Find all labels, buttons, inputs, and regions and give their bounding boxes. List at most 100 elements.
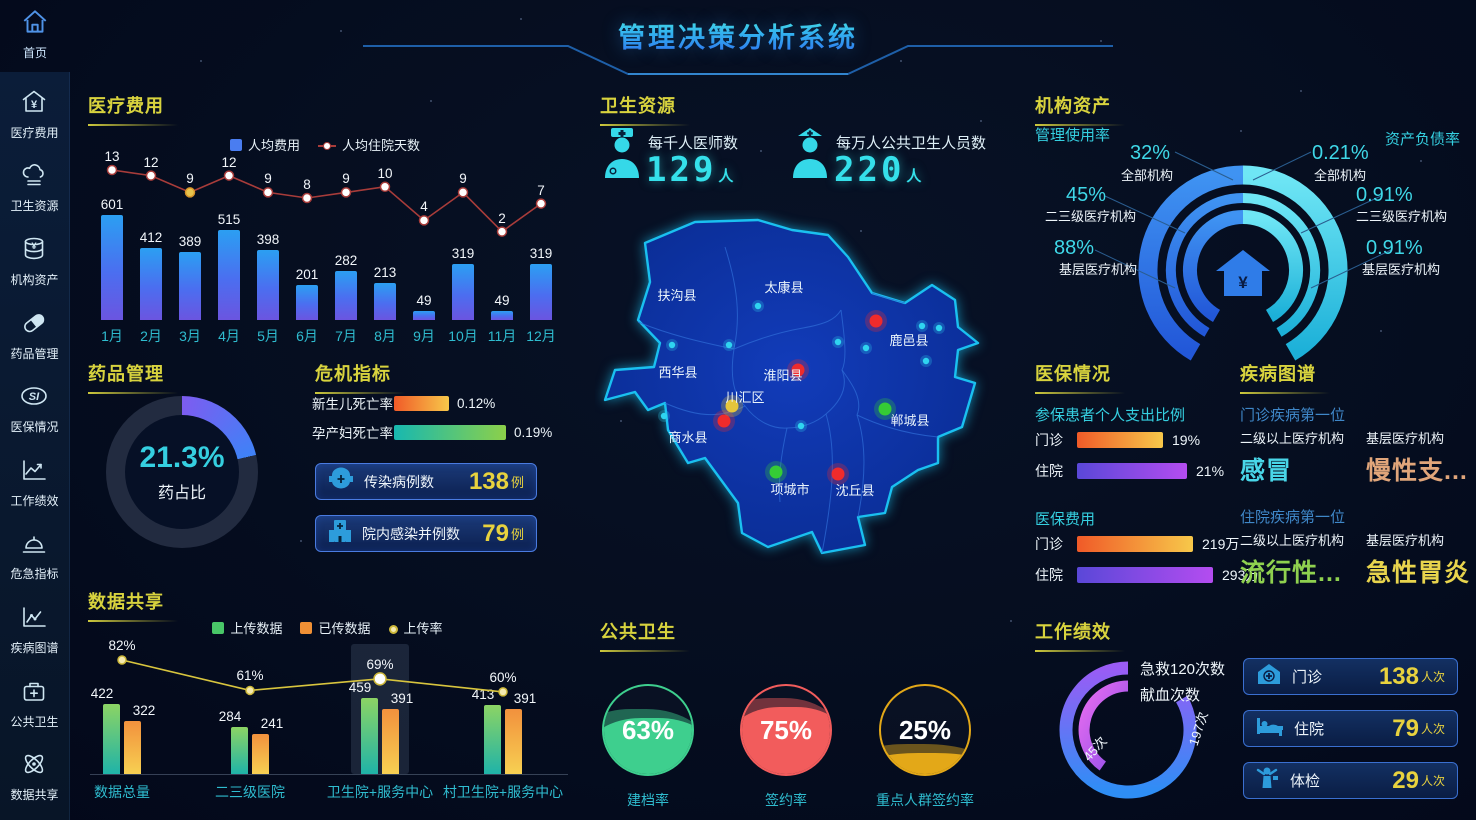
map-marker[interactable] xyxy=(791,363,805,377)
sidebar-item-1[interactable]: ¥ 医疗费用 xyxy=(10,89,59,141)
map-marker[interactable] xyxy=(878,402,892,416)
sent-bar xyxy=(124,720,141,774)
signal-dot xyxy=(862,344,870,352)
sidebar-item-2[interactable]: 卫生资源 xyxy=(10,162,59,214)
upload-bar xyxy=(361,697,378,774)
clinic-icon xyxy=(1256,662,1282,691)
legend-item-rate[interactable]: 上传率 xyxy=(388,618,443,637)
section-title-drug: 药品管理 xyxy=(88,360,164,394)
sidebar-item-3[interactable]: ¥ 机构资产 xyxy=(10,236,59,288)
ring-emergency xyxy=(1059,661,1197,799)
performance-ring-label-1: 急救120次数 xyxy=(1140,661,1226,678)
doctor-icon xyxy=(600,126,644,185)
bar-month-11月 xyxy=(491,311,513,320)
bar-month-8月 xyxy=(374,282,396,320)
sidebar-item-4[interactable]: 药品管理 xyxy=(10,310,59,362)
line-value-label: 4 xyxy=(420,199,428,215)
signal-dot xyxy=(660,412,668,420)
upload-bar xyxy=(231,726,248,774)
x-axis-label: 12月 xyxy=(526,328,556,344)
map-outline xyxy=(603,218,980,555)
sidebar: 首页 ¥ 医疗费用卫生资源 ¥ 机构资产药品管理 SI 医保情况工作绩效危急指标疾病图谱公… xyxy=(0,0,70,820)
sidebar-item-8[interactable]: 疾病图谱 xyxy=(10,604,59,656)
house-yen-icon: ¥ xyxy=(20,89,48,120)
crisis-bar-row: 新生儿死亡率 0.12% xyxy=(312,395,496,412)
sent-bar xyxy=(505,709,522,774)
drug-ratio-value: 21.3% xyxy=(139,441,225,474)
x-axis-line xyxy=(90,774,568,775)
capsule-icon xyxy=(20,310,48,341)
sidebar-item-home[interactable]: 首页 xyxy=(0,8,70,66)
header-frame xyxy=(363,45,1113,75)
line-value-label: 12 xyxy=(221,154,237,170)
liquid-gauge-2[interactable]: 75% xyxy=(740,684,832,776)
svg-text:SI: SI xyxy=(29,391,40,403)
ring-blood xyxy=(1078,680,1129,771)
crisis-bar xyxy=(394,424,506,440)
liquid-gauge-3[interactable]: 25% xyxy=(879,684,971,776)
line-value-label: 12 xyxy=(143,154,159,170)
sidebar-item-label: 药品管理 xyxy=(10,346,59,361)
bar-month-2月 xyxy=(140,247,162,320)
x-axis-label: 7月 xyxy=(335,328,357,344)
performance-card-3[interactable]: 体检 29 人次 xyxy=(1243,762,1458,799)
assets-gauge[interactable]: ¥ xyxy=(1035,138,1465,370)
map-region-label: 淮阳县 xyxy=(763,368,802,383)
sidebar-item-9[interactable]: 公共卫生 xyxy=(10,678,59,730)
sidebar-item-label: 医保情况 xyxy=(10,420,59,435)
mask-icon xyxy=(328,467,354,496)
drug-ratio-donut[interactable]: 21.3% 药占比 xyxy=(106,396,258,548)
sidebar-item-10[interactable]: 数据共享 xyxy=(10,751,59,803)
bed-icon xyxy=(1256,715,1284,742)
checkup-icon xyxy=(1256,766,1280,795)
legend-item-bar[interactable]: 人均费用 xyxy=(229,135,300,154)
svg-text:¥: ¥ xyxy=(32,241,37,251)
medical-expense-chart[interactable]: 601 1月 412 2月 389 3月 515 4月 398 5月 201 6月 282 7月 213 8月… xyxy=(92,149,562,348)
legend-swatch-blue xyxy=(229,139,242,151)
x-axis-label: 1月 xyxy=(101,328,123,344)
bar-month-5月 xyxy=(257,250,279,320)
sent-bar xyxy=(252,733,269,774)
map-marker[interactable] xyxy=(769,465,783,479)
crisis-card-1[interactable]: 传染病例数 138 例 xyxy=(315,463,537,500)
performance-card-1[interactable]: 门诊 138 人次 xyxy=(1243,658,1458,695)
stat-value: 220 人 xyxy=(834,150,922,190)
sidebar-item-label: 疾病图谱 xyxy=(10,640,59,655)
sidebar-item-7[interactable]: 危急指标 xyxy=(10,530,59,582)
legend-item-1[interactable]: 已传数据 xyxy=(300,618,371,637)
map-region-label: 项城市 xyxy=(770,482,809,497)
performance-ring-chart[interactable] xyxy=(1048,648,1218,816)
bar-month-6月 xyxy=(296,284,318,320)
data-share-chart[interactable]: 422 322 数据总量 284 241 二三级医院 459 391 卫生院+服务中心 413 39… xyxy=(90,638,568,812)
map-region-label: 郸城县 xyxy=(890,413,929,428)
liquid-gauge-1[interactable]: 63% xyxy=(602,684,694,776)
sidebar-item-5[interactable]: SI 医保情况 xyxy=(10,383,59,435)
map-marker[interactable] xyxy=(725,399,739,413)
section-title-performance: 工作绩效 xyxy=(1035,618,1111,652)
zigzag-chart-icon xyxy=(20,604,48,635)
map-marker[interactable] xyxy=(717,414,731,428)
map-region-label: 川汇区 xyxy=(725,390,764,405)
map-marker[interactable] xyxy=(831,467,845,481)
crisis-bar xyxy=(394,395,449,411)
line-value-label: 8 xyxy=(303,177,311,192)
sidebar-item-6[interactable]: 工作绩效 xyxy=(10,457,59,509)
performance-card-2[interactable]: 住院 79 人次 xyxy=(1243,710,1458,747)
bar-value-label: 515 xyxy=(217,211,241,227)
legend-item-0[interactable]: 上传数据 xyxy=(212,618,282,637)
map-marker[interactable] xyxy=(869,314,883,328)
x-axis-label: 4月 xyxy=(218,328,240,344)
signal-dot xyxy=(935,324,943,332)
sidebar-item-label: 医疗费用 xyxy=(10,125,59,140)
sidebar-item-label: 工作绩效 xyxy=(10,493,59,508)
crisis-card-2[interactable]: 院内感染并例数 79 例 xyxy=(315,515,537,552)
signal-dot xyxy=(918,322,926,330)
bar-month-10月 xyxy=(452,264,474,320)
legend-swatch-line xyxy=(318,142,336,150)
legend-item-line[interactable]: 人均住院天数 xyxy=(318,135,420,154)
section-title-public-health: 公共卫生 xyxy=(600,618,676,652)
database-yen-icon: ¥ xyxy=(20,236,48,267)
x-axis-label: 8月 xyxy=(374,328,396,344)
